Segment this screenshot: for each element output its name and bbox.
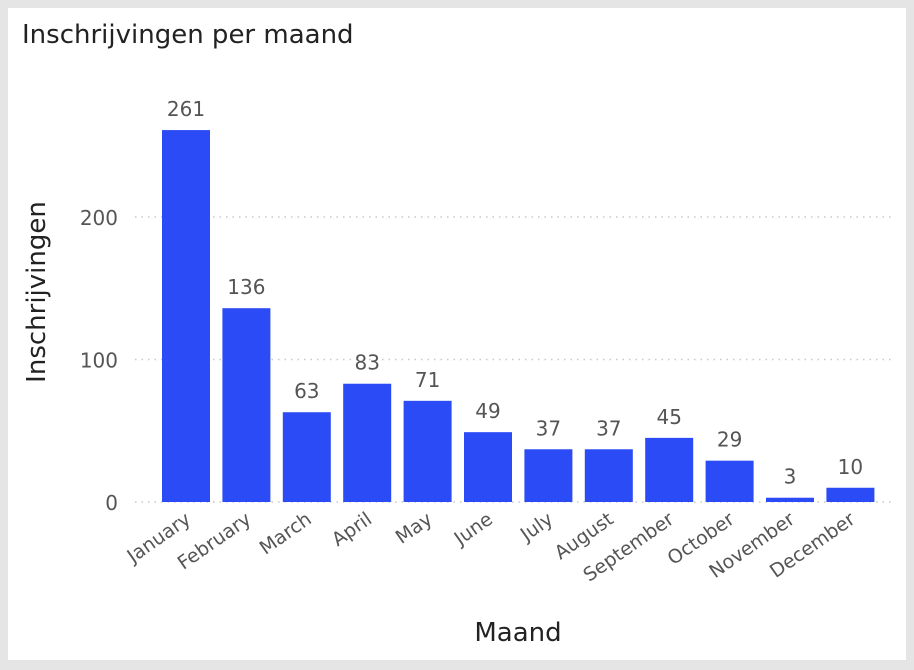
data-label: 136 xyxy=(227,275,265,299)
data-label: 45 xyxy=(656,405,681,429)
y-tick-label: 200 xyxy=(80,206,118,230)
bar xyxy=(584,449,633,502)
y-axis-title: Inschrijvingen xyxy=(22,201,52,383)
x-tick-label: May xyxy=(392,508,437,549)
bar xyxy=(766,497,814,502)
data-label: 63 xyxy=(294,379,319,403)
data-label: 29 xyxy=(717,428,742,452)
data-label: 71 xyxy=(415,368,440,392)
x-tick-label: April xyxy=(328,508,376,551)
data-label: 83 xyxy=(354,351,379,375)
x-tick-label: June xyxy=(450,508,497,550)
data-label: 49 xyxy=(475,399,500,423)
x-tick-label: March xyxy=(256,508,316,559)
bar xyxy=(705,460,754,502)
chart-title: Inschrijvingen per maand xyxy=(22,20,354,50)
data-label: 261 xyxy=(167,97,205,121)
bar xyxy=(403,400,452,502)
bar xyxy=(282,412,331,502)
bar xyxy=(162,130,210,502)
y-tick-label: 0 xyxy=(105,491,118,515)
bar xyxy=(524,449,573,502)
bar xyxy=(343,383,392,502)
bar xyxy=(645,437,694,502)
bar xyxy=(464,432,512,502)
data-label: 3 xyxy=(784,465,797,489)
data-label: 37 xyxy=(596,416,621,440)
data-label: 10 xyxy=(838,455,863,479)
y-tick-label: 100 xyxy=(80,349,118,373)
bar xyxy=(222,308,271,502)
data-label: 37 xyxy=(536,416,561,440)
x-axis-title: Maand xyxy=(474,618,561,648)
x-tick-label: July xyxy=(516,508,557,546)
chart-card: Inschrijvingen per maand xyxy=(8,8,906,660)
bar xyxy=(826,487,875,502)
